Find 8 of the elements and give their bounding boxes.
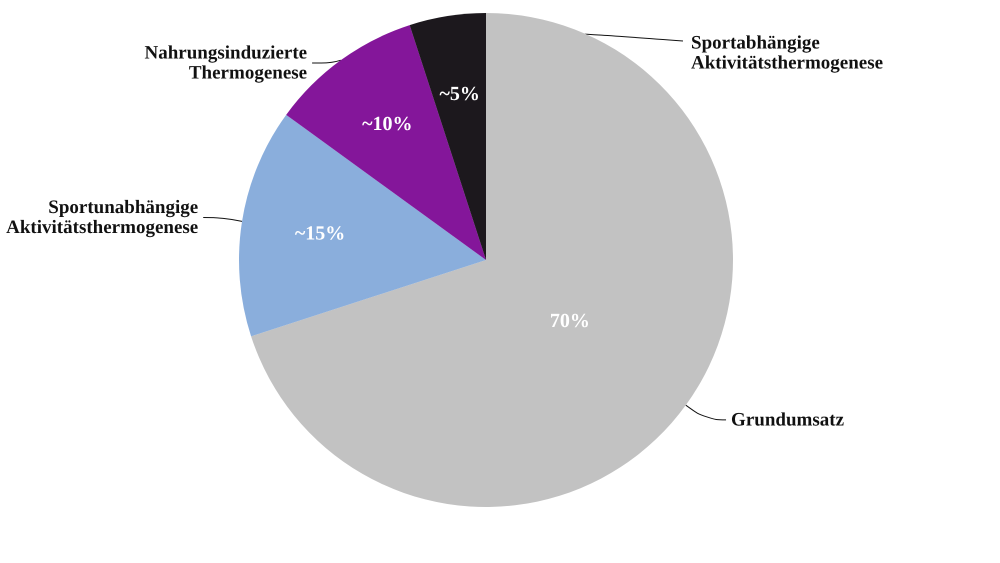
slice-label: Nahrungsinduzierte Thermogenese (144, 42, 308, 84)
slice-label: Sportunabhängige Aktivitätsthermogenese (6, 196, 198, 238)
data-label: ~10% (362, 113, 412, 136)
slice-label: Grundumsatz (731, 409, 845, 430)
data-label: ~5% (440, 83, 480, 106)
slice-label: Sportabhängige Aktivitätsthermogenese (691, 32, 884, 74)
data-label: 70% (550, 310, 590, 332)
data-label: ~15% (294, 222, 346, 245)
